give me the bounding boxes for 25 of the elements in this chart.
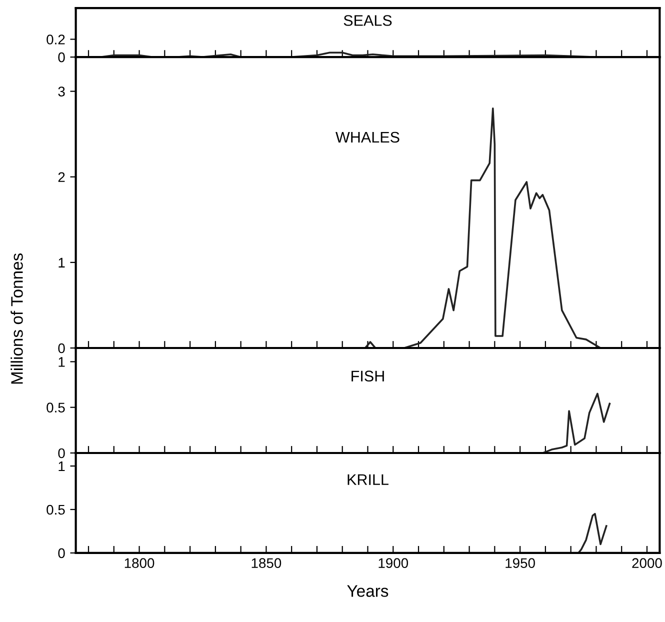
x-tick-label: 2000 bbox=[632, 558, 662, 568]
y-tick-label: 1 bbox=[58, 258, 65, 268]
y-tick-label: 2 bbox=[58, 172, 65, 182]
y-tick-label: 0 bbox=[58, 52, 65, 62]
line-series bbox=[578, 512, 608, 553]
x-tick-label: 1850 bbox=[252, 558, 282, 568]
x-tick-label: 1900 bbox=[378, 558, 408, 568]
y-tick-label: 0 bbox=[58, 548, 65, 558]
text: WHALES bbox=[336, 132, 400, 143]
y-tick-label: 0.5 bbox=[46, 402, 65, 413]
y-tick-label: 3 bbox=[58, 86, 65, 96]
x-tick-label: 1800 bbox=[124, 558, 154, 568]
y-tick-label: 1 bbox=[58, 462, 65, 472]
line-series bbox=[542, 392, 611, 453]
chart-title: SEALS bbox=[344, 15, 392, 26]
y-axis-title: Millions of Tonnes bbox=[10, 253, 23, 384]
x-axis-title: Years bbox=[347, 585, 388, 597]
y-tick-label: 0 bbox=[58, 448, 65, 458]
y-tick-label: 1 bbox=[58, 357, 65, 367]
text: KRILL bbox=[348, 474, 388, 485]
y-tick-label: 0.5 bbox=[46, 504, 65, 515]
text: FISH bbox=[352, 370, 384, 382]
y-tick-label: 0.2 bbox=[46, 34, 65, 44]
y-tick-label: 0 bbox=[58, 343, 65, 354]
x-tick-label: 1950 bbox=[506, 558, 535, 568]
